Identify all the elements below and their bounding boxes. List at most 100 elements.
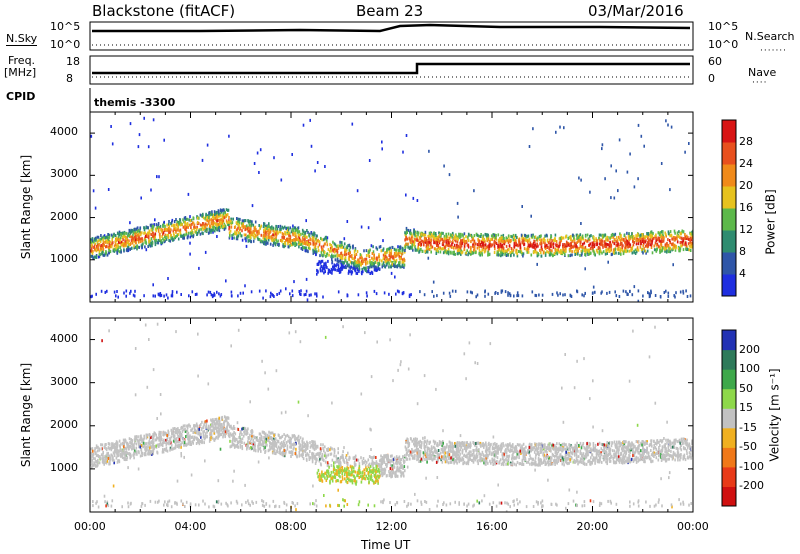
data-cell: [466, 249, 468, 253]
data-cell: [90, 459, 92, 463]
data-cell: [529, 454, 531, 458]
data-cell: [690, 245, 692, 249]
data-cell: [536, 452, 539, 455]
data-cell: [519, 243, 522, 247]
data-cell: [293, 229, 295, 232]
data-cell: [516, 254, 519, 258]
data-cell: [323, 237, 326, 241]
data-cell: [631, 232, 633, 236]
data-cell: [98, 250, 101, 253]
data-cell: [449, 244, 451, 248]
data-cell: [565, 240, 568, 244]
data-cell: [377, 262, 379, 265]
data-cell: [615, 294, 618, 298]
data-cell: [132, 233, 134, 237]
data-cell: [166, 436, 169, 440]
data-cell: [164, 239, 166, 243]
data-cell: [222, 212, 225, 216]
data-cell: [600, 242, 602, 246]
data-cell: [487, 253, 489, 257]
data-cell: [291, 153, 293, 156]
data-cell: [679, 247, 682, 251]
data-cell: [356, 189, 359, 193]
data-cell: [158, 232, 161, 236]
data-cell: [159, 237, 161, 241]
data-cell: [300, 453, 302, 457]
data-cell: [534, 235, 537, 239]
data-cell: [682, 502, 685, 506]
data-cell: [237, 234, 240, 238]
data-cell: [401, 251, 404, 255]
data-cell: [459, 246, 462, 250]
data-cell: [201, 213, 204, 217]
data-cell: [133, 294, 136, 298]
data-cell: [203, 227, 206, 230]
data-cell: [369, 263, 372, 267]
data-cell: [525, 235, 527, 239]
data-cell: [237, 222, 239, 226]
data-cell: [563, 248, 565, 252]
data-cell: [259, 227, 261, 231]
data-cell: [689, 240, 691, 244]
data-cell: [419, 459, 422, 463]
data-cell: [460, 252, 462, 256]
data-cell: [101, 447, 103, 451]
data-cell: [686, 295, 689, 298]
data-cell: [238, 226, 241, 230]
data-cell: [279, 452, 282, 456]
data-cell: [507, 502, 510, 506]
data-cell: [315, 237, 317, 241]
data-cell: [647, 232, 650, 235]
data-cell: [486, 239, 488, 243]
data-cell: [165, 237, 168, 241]
data-cell: [238, 224, 240, 228]
data-cell: [417, 242, 420, 246]
data-cell: [564, 293, 566, 297]
data-cell: [417, 455, 419, 458]
data-cell: [617, 245, 620, 248]
data-cell: [573, 235, 575, 238]
data-cell: [331, 260, 334, 264]
data-cell: [209, 229, 211, 233]
data-cell: [156, 443, 159, 447]
data-cell: [390, 271, 393, 275]
data-cell: [400, 257, 402, 261]
data-cell: [263, 222, 266, 226]
data-cell: [375, 292, 378, 296]
data-cell: [471, 251, 474, 255]
data-cell: [605, 237, 607, 241]
data-cell: [153, 236, 155, 240]
data-cell: [122, 238, 124, 242]
data-cell: [341, 245, 344, 249]
data-cell: [289, 239, 291, 243]
data-cell: [173, 446, 176, 450]
data-cell: [115, 456, 118, 460]
data-cell: [141, 245, 143, 249]
data-cell: [580, 240, 582, 244]
data-cell: [378, 253, 380, 257]
data-cell: [336, 465, 338, 469]
data-cell: [291, 289, 294, 293]
data-cell: [575, 244, 577, 248]
data-cell: [684, 236, 686, 239]
data-cell: [352, 267, 354, 271]
data-cell: [505, 244, 508, 248]
data-cell: [275, 229, 277, 233]
data-cell: [116, 248, 118, 252]
data-cell: [332, 265, 334, 269]
data-cell: [642, 243, 644, 247]
data-cell: [133, 246, 135, 250]
data-cell: [133, 231, 135, 235]
data-cell: [179, 218, 182, 222]
data-cell: [367, 458, 370, 462]
data-cell: [538, 293, 540, 297]
data-cell: [246, 227, 249, 231]
data-cell: [651, 233, 653, 237]
data-cell: [192, 231, 194, 235]
data-cell: [669, 230, 672, 234]
data-cell: [128, 437, 131, 441]
data-cell: [494, 241, 497, 245]
data-cell: [103, 234, 106, 238]
data-cell: [631, 247, 633, 251]
data-cell: [312, 234, 315, 238]
